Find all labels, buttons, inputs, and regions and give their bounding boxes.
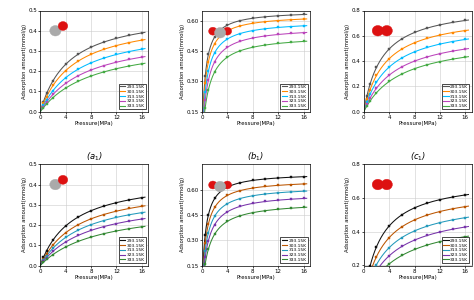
Y-axis label: Adsorption amount(mmol/g): Adsorption amount(mmol/g)	[180, 23, 185, 99]
Text: (b$_1$): (b$_1$)	[247, 150, 264, 163]
Circle shape	[381, 26, 392, 36]
X-axis label: Pressure(MPa): Pressure(MPa)	[398, 275, 437, 280]
Y-axis label: Adsorption amount(mmol/g): Adsorption amount(mmol/g)	[22, 177, 27, 253]
X-axis label: Pressure(MPa): Pressure(MPa)	[398, 121, 437, 126]
Circle shape	[381, 179, 392, 190]
Y-axis label: Adsorption amount(mmol/g): Adsorption amount(mmol/g)	[180, 177, 185, 253]
Circle shape	[223, 27, 232, 35]
Y-axis label: Adsorption amount(mmol/g): Adsorption amount(mmol/g)	[346, 177, 350, 253]
Circle shape	[50, 26, 61, 36]
Legend: 293.15K, 303.15K, 313.15K, 323.15K, 333.15K: 293.15K, 303.15K, 313.15K, 323.15K, 333.…	[280, 237, 308, 263]
X-axis label: Pressure(MPa): Pressure(MPa)	[237, 275, 275, 280]
Circle shape	[58, 22, 68, 31]
Text: (a$_1$): (a$_1$)	[86, 150, 103, 163]
Y-axis label: Adsorption amount(mmol/g): Adsorption amount(mmol/g)	[346, 23, 350, 99]
X-axis label: Pressure(MPa): Pressure(MPa)	[237, 121, 275, 126]
Legend: 293.15K, 303.15K, 313.15K, 323.15K, 333.15K: 293.15K, 303.15K, 313.15K, 323.15K, 333.…	[118, 84, 146, 110]
Y-axis label: Adsorption amount(mmol/g): Adsorption amount(mmol/g)	[22, 23, 27, 99]
Text: (c$_1$): (c$_1$)	[410, 150, 426, 163]
Legend: 293.15K, 303.15K, 313.15K, 323.15K, 333.15K: 293.15K, 303.15K, 313.15K, 323.15K, 333.…	[280, 84, 308, 110]
Circle shape	[50, 179, 61, 190]
Legend: 293.15K, 303.15K, 313.15K, 323.15K, 333.15K: 293.15K, 303.15K, 313.15K, 323.15K, 333.…	[118, 237, 146, 263]
X-axis label: Pressure(MPa): Pressure(MPa)	[75, 275, 114, 280]
Circle shape	[223, 181, 232, 189]
Circle shape	[58, 175, 68, 184]
Legend: 293.15K, 303.15K, 313.15K, 323.15K, 333.15K: 293.15K, 303.15K, 313.15K, 323.15K, 333.…	[442, 84, 469, 110]
Circle shape	[215, 28, 226, 38]
Legend: 293.15K, 303.15K, 313.15K, 323.15K, 333.15K: 293.15K, 303.15K, 313.15K, 323.15K, 333.…	[442, 237, 469, 263]
Circle shape	[372, 26, 383, 36]
Circle shape	[372, 179, 383, 190]
X-axis label: Pressure(MPa): Pressure(MPa)	[75, 121, 114, 126]
Circle shape	[215, 181, 226, 192]
Circle shape	[209, 27, 217, 35]
Circle shape	[209, 181, 217, 189]
